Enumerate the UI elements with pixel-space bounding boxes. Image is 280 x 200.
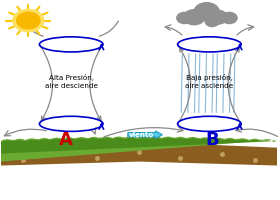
Text: viento: viento — [129, 132, 154, 138]
Circle shape — [208, 10, 227, 24]
Circle shape — [194, 3, 219, 21]
Text: Alta Presión,
aire desciende: Alta Presión, aire desciende — [45, 74, 98, 89]
PathPatch shape — [1, 138, 277, 154]
Circle shape — [205, 17, 219, 27]
PathPatch shape — [1, 136, 277, 162]
Text: A: A — [59, 131, 73, 149]
Text: Baja presión,
aire asciende: Baja presión, aire asciende — [185, 74, 234, 89]
PathPatch shape — [1, 142, 277, 166]
FancyArrow shape — [128, 131, 162, 139]
Circle shape — [184, 10, 205, 25]
Text: B: B — [205, 131, 219, 149]
Circle shape — [17, 12, 40, 29]
Circle shape — [177, 12, 192, 24]
Circle shape — [221, 12, 237, 24]
Circle shape — [13, 9, 44, 32]
